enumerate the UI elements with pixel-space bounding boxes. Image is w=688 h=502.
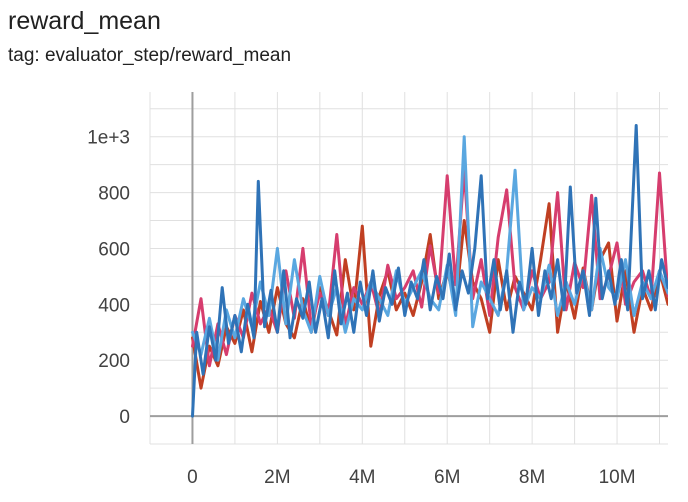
y-tick-label: 800 (98, 184, 130, 205)
series-lines (191, 124, 668, 418)
y-tick-label: 600 (98, 239, 130, 260)
series-line-2 (191, 168, 668, 368)
y-tick-label: 1e+3 (87, 128, 130, 149)
x-tick-label: 0 (187, 467, 198, 488)
x-tick-label: 4M (349, 467, 375, 488)
chart-title: reward_mean (8, 7, 161, 35)
tick-labels: 0 2M 4M 6M 8M 10M 0 200 400 600 800 1e+3 (87, 128, 635, 488)
x-tick-label: 8M (519, 467, 545, 488)
y-tick-label: 200 (98, 351, 130, 372)
x-tick-label: 2M (264, 467, 290, 488)
grid-lines (149, 92, 668, 445)
y-tick-label: 0 (119, 407, 130, 428)
chart-tag: tag: evaluator_step/reward_mean (8, 45, 292, 66)
x-tick-label: 6M (434, 467, 460, 488)
y-tick-label: 400 (98, 295, 130, 316)
series-line-4 (191, 124, 668, 418)
x-tick-label: 10M (599, 467, 636, 488)
axes (150, 92, 668, 444)
